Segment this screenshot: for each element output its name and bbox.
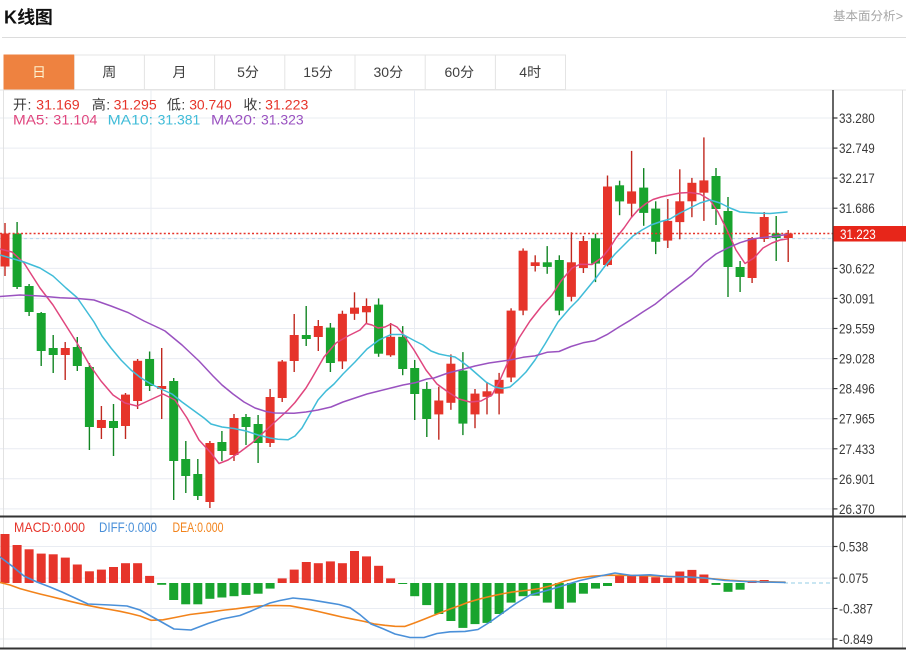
svg-text:27.965: 27.965 bbox=[839, 411, 875, 427]
svg-text:DIFF:0.000: DIFF:0.000 bbox=[99, 519, 157, 535]
svg-text:30: 30 bbox=[374, 64, 390, 80]
svg-text:31.169: 31.169 bbox=[36, 97, 80, 113]
svg-text:29.028: 29.028 bbox=[839, 351, 875, 367]
svg-text::: : bbox=[106, 97, 110, 113]
svg-text:31.323: 31.323 bbox=[261, 112, 304, 128]
svg-text:MA10:: MA10: bbox=[108, 112, 153, 128]
svg-text:30.622: 30.622 bbox=[839, 260, 875, 276]
svg-text:32.217: 32.217 bbox=[839, 170, 875, 186]
svg-text:31.686: 31.686 bbox=[839, 200, 875, 216]
svg-text:27.433: 27.433 bbox=[839, 441, 875, 457]
svg-text:30.740: 30.740 bbox=[189, 97, 232, 113]
svg-text:26.901: 26.901 bbox=[839, 471, 875, 487]
svg-text:15: 15 bbox=[303, 64, 319, 80]
svg-text:-0.849: -0.849 bbox=[839, 631, 873, 647]
svg-text:0.075: 0.075 bbox=[839, 570, 868, 586]
svg-text:-0.387: -0.387 bbox=[839, 601, 873, 617]
svg-text:MA5:: MA5: bbox=[13, 112, 49, 128]
svg-text:MACD:0.000: MACD:0.000 bbox=[14, 519, 85, 535]
svg-text:33.280: 33.280 bbox=[839, 110, 875, 126]
svg-text:0.538: 0.538 bbox=[839, 539, 868, 555]
svg-text:31.223: 31.223 bbox=[840, 226, 876, 242]
svg-text:26.370: 26.370 bbox=[839, 501, 875, 517]
svg-text:K: K bbox=[4, 8, 17, 28]
svg-text:31.104: 31.104 bbox=[53, 112, 97, 128]
svg-text:31.295: 31.295 bbox=[114, 97, 157, 113]
svg-text:32.749: 32.749 bbox=[839, 140, 875, 156]
svg-text:31.223: 31.223 bbox=[265, 97, 308, 113]
svg-text:DEA:0.000: DEA:0.000 bbox=[173, 519, 224, 535]
svg-text:5: 5 bbox=[237, 64, 245, 80]
svg-text:MA20:: MA20: bbox=[211, 112, 256, 128]
svg-text:60: 60 bbox=[445, 64, 461, 80]
svg-text:31.381: 31.381 bbox=[158, 112, 201, 128]
svg-text:4: 4 bbox=[519, 64, 527, 80]
svg-text:>: > bbox=[896, 9, 903, 23]
svg-text::: : bbox=[28, 97, 32, 113]
svg-text:29.559: 29.559 bbox=[839, 321, 875, 337]
svg-text::: : bbox=[181, 97, 185, 113]
svg-text:28.496: 28.496 bbox=[839, 381, 875, 397]
svg-text::: : bbox=[258, 97, 262, 113]
svg-text:30.091: 30.091 bbox=[839, 290, 875, 306]
